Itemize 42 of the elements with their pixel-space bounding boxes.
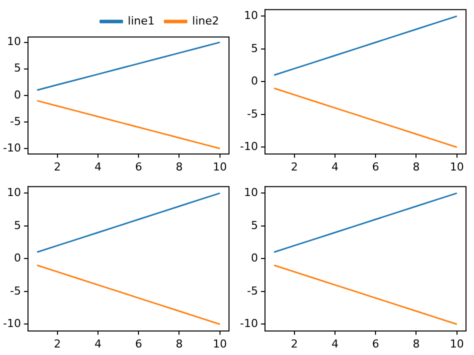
y-tick-label: -10: [3, 317, 21, 330]
x-tick-label: 8: [412, 337, 420, 350]
x-tick-label: 6: [135, 160, 142, 174]
x-tick-label: 6: [372, 337, 380, 350]
x-tick-label: 2: [54, 337, 61, 350]
y-tick-label: 5: [250, 218, 258, 232]
x-tick-label: 10: [212, 337, 227, 350]
x-tick-label: 10: [212, 160, 227, 174]
x-tick-label: 2: [54, 160, 61, 174]
x-tick-label: 4: [332, 337, 339, 350]
y-tick-label: -5: [10, 114, 21, 128]
x-tick-label: 8: [176, 160, 183, 174]
y-tick-label: 0: [250, 252, 258, 265]
x-tick-label: 4: [94, 337, 102, 350]
y-tick-label: 5: [14, 218, 21, 232]
x-tick-label: 8: [176, 337, 183, 350]
x-tick-label: 10: [450, 160, 464, 174]
y-tick-label: -10: [240, 317, 258, 330]
x-tick-label: 4: [94, 160, 102, 174]
x-tick-label: 10: [450, 337, 464, 350]
y-tick-label: 10: [6, 186, 21, 200]
legend-label: line2: [192, 14, 220, 28]
y-tick-label: -5: [247, 284, 258, 298]
y-tick-label: 0: [250, 74, 258, 88]
y-tick-label: -10: [3, 141, 21, 154]
y-tick-label: 5: [250, 42, 258, 55]
x-tick-label: 4: [332, 160, 339, 174]
x-tick-label: 6: [135, 337, 142, 350]
y-tick-label: 5: [14, 62, 21, 75]
y-tick-label: -5: [247, 107, 258, 120]
x-tick-label: 6: [372, 160, 380, 174]
x-tick-label: 2: [290, 337, 298, 350]
y-tick-label: 0: [14, 88, 21, 102]
y-tick-label: -5: [10, 284, 21, 298]
y-tick-label: 0: [14, 252, 21, 265]
y-tick-label: 10: [244, 9, 258, 22]
x-tick-label: 2: [290, 160, 298, 174]
legend-label: line1: [128, 14, 155, 28]
y-tick-label: 10: [244, 186, 258, 200]
x-tick-label: 8: [412, 160, 420, 174]
y-tick-label: -10: [240, 140, 258, 154]
y-tick-label: 10: [6, 35, 21, 48]
